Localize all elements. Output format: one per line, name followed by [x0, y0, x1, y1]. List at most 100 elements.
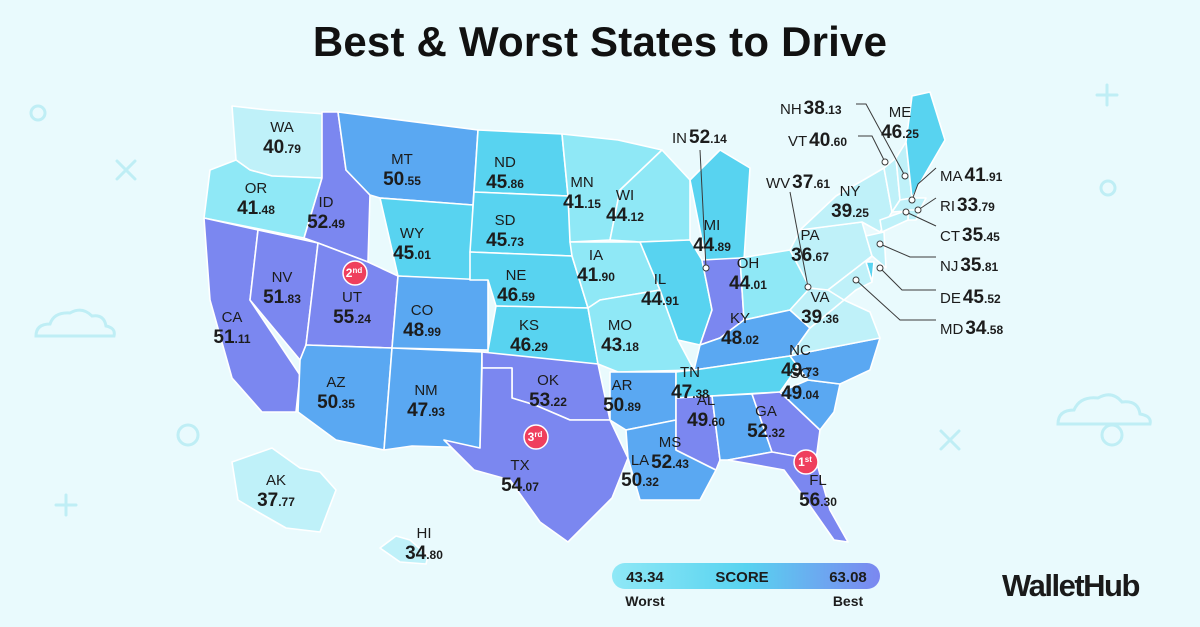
state-abbr: OK [537, 372, 559, 389]
state-abbr: MN [570, 174, 593, 191]
leader-dot [876, 264, 884, 272]
state-score: 37.61 [792, 172, 830, 193]
state-label-ma: MA 41.91 [940, 165, 1003, 186]
state-abbr: OR [245, 180, 268, 197]
legend-best-caption: Best [833, 593, 864, 609]
state-score: 41.15 [563, 192, 601, 213]
cloud-decoration [1056, 393, 1152, 426]
state-abbr: MA [940, 168, 963, 185]
state-score: 51.11 [213, 327, 250, 348]
state-abbr: AK [266, 472, 286, 489]
state-abbr: VA [811, 289, 830, 306]
state-region-sc [779, 379, 841, 431]
state-score: 46.25 [881, 122, 919, 143]
state-score: 53.22 [529, 390, 567, 411]
state-abbr: ND [494, 154, 516, 171]
state-score: 46.59 [497, 285, 535, 306]
leader-line-in [699, 149, 707, 269]
state-abbr: NE [506, 267, 527, 284]
state-abbr: MO [608, 317, 632, 334]
state-abbr: KY [730, 310, 750, 327]
cloud-decoration [34, 308, 116, 338]
state-score: 40.79 [263, 137, 301, 158]
state-region-hi [379, 535, 429, 565]
state-score: 34.80 [405, 543, 443, 564]
state-score: 47.93 [407, 400, 445, 421]
state-label-nh: NH 38.13 [780, 98, 842, 119]
cross-decoration [939, 429, 961, 451]
score-gradient-bar [612, 563, 880, 589]
state-abbr: ME [889, 104, 912, 121]
leader-line-nh [856, 103, 906, 177]
leader-dot [914, 206, 922, 214]
state-score: 41.48 [237, 198, 275, 219]
state-abbr: LA [631, 452, 649, 469]
leader-line-ct [905, 211, 937, 227]
state-abbr: ID [319, 194, 334, 211]
rank-badge-circle [342, 260, 368, 286]
state-score: 50.89 [603, 395, 641, 416]
page-title: Best & Worst States to Drive [312, 18, 888, 65]
leader-dot [852, 276, 860, 284]
state-abbr: NV [272, 269, 293, 286]
wallethub-logo: WalletHub [1002, 568, 1140, 603]
state-abbr: CA [222, 309, 243, 326]
rank-badges: 1st 2nd 3rd [342, 260, 819, 475]
state-score: 49.60 [687, 410, 725, 431]
rank-badge-circle [523, 424, 549, 450]
state-score: 50.32 [621, 470, 659, 491]
state-abbr: IL [654, 271, 667, 288]
state-abbr: IA [589, 247, 603, 264]
plus-decoration [54, 493, 78, 517]
state-score: 33.79 [957, 195, 995, 216]
state-score: 54.07 [501, 475, 539, 496]
state-score: 36.67 [791, 245, 829, 266]
score-legend: 43.34 SCORE 63.08 Worst Best [612, 563, 880, 609]
state-abbr: AR [612, 377, 633, 394]
plus-decoration [1095, 83, 1119, 107]
state-region-ak [231, 447, 337, 533]
state-score: 48.99 [403, 320, 441, 341]
state-label-md: MD 34.58 [940, 318, 1003, 339]
state-abbr: AL [697, 392, 715, 409]
state-abbr: CT [940, 228, 960, 245]
state-abbr: WV [766, 175, 790, 192]
state-abbr: NJ [940, 258, 958, 275]
state-score: 49.73 [781, 360, 819, 381]
ring-decoration [29, 104, 47, 122]
state-score: 49.04 [781, 383, 819, 404]
state-abbr: WY [400, 225, 424, 242]
rank-badge-circle [793, 449, 819, 475]
state-score: 48.02 [721, 328, 759, 349]
state-abbr: NY [840, 183, 861, 200]
state-abbr: TX [510, 457, 529, 474]
state-region-nm [383, 347, 483, 451]
ring-decoration [1099, 179, 1117, 197]
state-region-fl [727, 451, 849, 543]
state-score: 45.73 [486, 230, 524, 251]
state-label-wv: WV 37.61 [766, 172, 830, 193]
rank-badge-text: 1st [798, 455, 812, 469]
state-abbr: KS [519, 317, 539, 334]
state-label-de: DE 45.52 [940, 287, 1001, 308]
leader-line-ri [917, 197, 937, 211]
